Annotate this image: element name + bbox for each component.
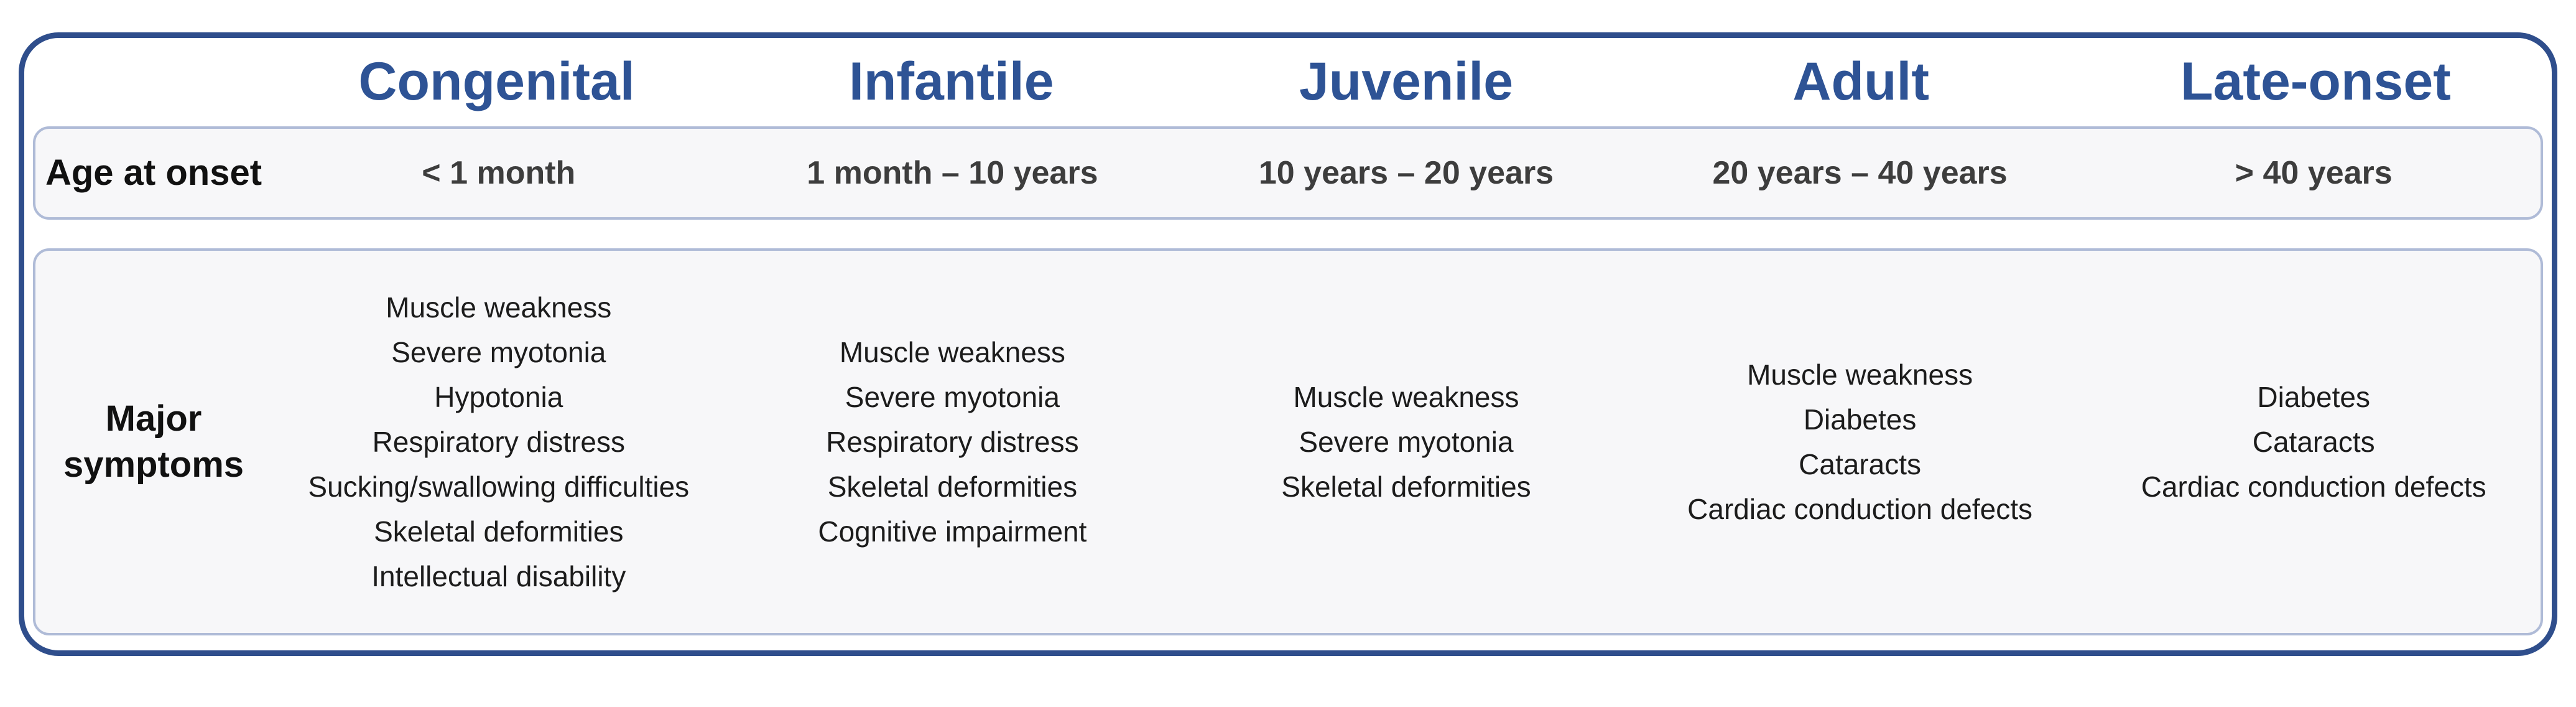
symptom-item: Cardiac conduction defects: [1687, 493, 2033, 525]
age-value-juvenile: 10 years – 20 years: [1258, 155, 1554, 191]
symptom-item: Respiratory distress: [372, 426, 626, 458]
column-header-congenital: Congenital: [358, 51, 635, 111]
symptom-item: Cataracts: [1799, 448, 1922, 480]
symptoms-row-label: Major symptoms: [63, 398, 244, 485]
symptoms-label-cell: Major symptoms: [35, 251, 272, 633]
symptom-item: Severe myotonia: [845, 381, 1060, 413]
symptom-item: Sucking/swallowing difficulties: [308, 471, 690, 503]
symptom-item: Diabetes: [2257, 381, 2370, 413]
column-header-adult: Adult: [1792, 51, 1930, 111]
symptom-item: Severe myotonia: [391, 336, 606, 368]
age-row-label: Age at onset: [45, 152, 262, 193]
header-row: Congenital Infantile Juvenile Adult Late-ons…: [33, 42, 2543, 121]
symptom-item: Muscle weakness: [839, 336, 1065, 368]
age-value-infantile: 1 month – 10 years: [807, 155, 1098, 191]
symptom-item: Intellectual disability: [371, 560, 626, 592]
symptom-item: Diabetes: [1803, 403, 1917, 436]
symptom-item: Cardiac conduction defects: [2141, 471, 2486, 503]
symptoms-list-congenital: Muscle weakness Severe myotonia Hypotonia R…: [272, 251, 726, 633]
symptom-item: Muscle weakness: [386, 291, 612, 324]
symptom-item: Cataracts: [2252, 426, 2375, 458]
symptoms-list-infantile: Muscle weakness Severe myotonia Respirator…: [726, 251, 1180, 633]
major-symptoms-row: Major symptoms Muscle weakness Severe myo…: [33, 248, 2543, 635]
age-at-onset-row: Age at onset < 1 month 1 month – 10 years…: [33, 126, 2543, 220]
column-header-late-onset: Late-onset: [2180, 51, 2451, 111]
symptom-item: Muscle weakness: [1747, 358, 1973, 391]
symptoms-list-juvenile: Muscle weakness Severe myotonia Skeletal d…: [1179, 251, 1633, 633]
symptom-item: Skeletal deformities: [374, 515, 624, 548]
symptom-item: Skeletal deformities: [827, 471, 1078, 503]
age-value-late-onset: > 40 years: [2235, 155, 2393, 191]
symptom-item: Muscle weakness: [1293, 381, 1519, 413]
onset-types-table-frame: Congenital Infantile Juvenile Adult Late-ons…: [19, 32, 2557, 656]
age-value-adult: 20 years – 40 years: [1712, 155, 2008, 191]
age-value-congenital: < 1 month: [422, 155, 576, 191]
symptom-item: Severe myotonia: [1299, 426, 1514, 458]
symptom-item: Hypotonia: [434, 381, 563, 413]
column-header-juvenile: Juvenile: [1299, 51, 1514, 111]
column-header-infantile: Infantile: [848, 51, 1054, 111]
symptom-item: Skeletal deformities: [1281, 471, 1531, 503]
symptoms-list-late-onset: Diabetes Cataracts Cardiac conduction defe…: [2087, 251, 2541, 633]
symptom-item: Respiratory distress: [826, 426, 1079, 458]
symptom-item: Cognitive impairment: [818, 515, 1087, 548]
symptoms-list-adult: Muscle weakness Diabetes Cataracts Cardiac …: [1633, 251, 2087, 633]
